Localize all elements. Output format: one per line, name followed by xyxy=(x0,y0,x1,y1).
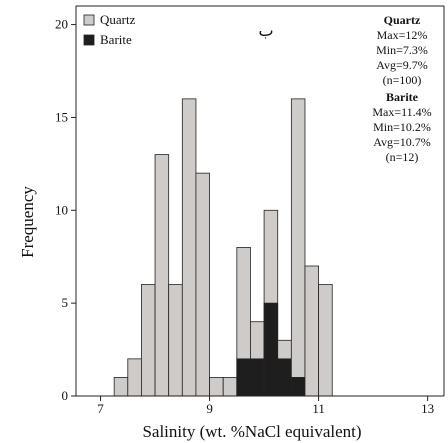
barite-bar xyxy=(277,358,292,397)
stats-title: Quartz xyxy=(384,13,421,27)
histogram-bars xyxy=(113,98,333,397)
quartz-bar xyxy=(141,284,156,397)
quartz-bar xyxy=(181,98,197,397)
quartz-bar xyxy=(168,284,183,397)
legend-swatch xyxy=(83,34,95,46)
stats-line: Min=7.3% xyxy=(376,43,428,57)
stats-line: Max=12% xyxy=(377,28,428,42)
y-tick-label: 20 xyxy=(55,17,68,32)
x-tick-label: 11 xyxy=(312,401,325,416)
quartz-bar xyxy=(154,154,170,397)
legend-swatch xyxy=(83,14,95,26)
quartz-bar xyxy=(127,358,142,397)
x-tick-label: 13 xyxy=(421,401,434,416)
stats-line: Avg=10.7% xyxy=(373,135,431,149)
y-axis-ticks: 0 5 10 15 20 xyxy=(55,17,76,403)
stats-line: (n=100) xyxy=(383,73,422,87)
y-tick-label: 15 xyxy=(55,109,68,124)
stats-title: Barite xyxy=(386,90,419,104)
stats-line: (n=12) xyxy=(386,150,419,164)
barite-bar xyxy=(250,358,265,397)
panel-marker: ب xyxy=(258,21,273,40)
stats-line: Max=11.4% xyxy=(372,105,431,119)
x-tick-label: 9 xyxy=(206,401,213,416)
legend: Quartz Barite xyxy=(83,12,136,47)
stats-background xyxy=(358,8,442,236)
y-tick-label: 5 xyxy=(62,295,69,310)
quartz-bar xyxy=(222,377,238,397)
x-tick-label: 7 xyxy=(97,401,104,416)
quartz-bar xyxy=(290,98,306,397)
quartz-bar xyxy=(304,265,320,397)
quartz-bar xyxy=(113,377,129,397)
quartz-bar xyxy=(318,284,333,397)
axes xyxy=(75,5,445,397)
legend-label: Quartz xyxy=(100,12,136,27)
legend-label: Barite xyxy=(100,32,132,47)
x-axis-ticks: 7 9 11 13 xyxy=(97,396,434,416)
y-tick-label: 0 xyxy=(62,388,69,403)
quartz-bar xyxy=(195,172,210,397)
barite-bar xyxy=(263,302,279,397)
y-tick-label: 10 xyxy=(55,202,68,217)
y-axis-title: Frequency xyxy=(18,186,37,258)
barite-bar xyxy=(290,377,306,397)
barite-bar xyxy=(236,358,251,397)
stats-line: Min=10.2% xyxy=(373,120,431,134)
x-axis-title: Salinity (wt. %NaCl equivalent) xyxy=(142,422,361,441)
quartz-bar xyxy=(209,377,224,397)
stats-line: Avg=9.7% xyxy=(376,58,428,72)
